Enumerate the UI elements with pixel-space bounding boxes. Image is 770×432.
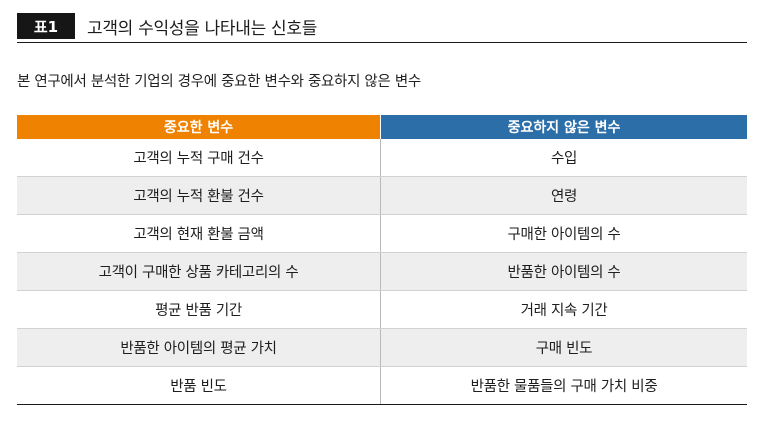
important-variable-cell: 고객이 구매한 상품 카테고리의 수: [17, 252, 381, 291]
variables-table: 중요한 변수 중요하지 않은 변수 고객의 누적 구매 건수 수입 고객의 누적…: [17, 115, 747, 405]
table-row: 평균 반품 기간 거래 지속 기간: [17, 290, 747, 329]
unimportant-variable-cell: 연령: [380, 176, 747, 215]
table-title: 고객의 수익성을 나타내는 신호들: [87, 18, 318, 39]
column-header-important: 중요한 변수: [17, 115, 381, 139]
table-row: 고객의 누적 환불 건수 연령: [17, 176, 747, 215]
table-row: 고객의 누적 구매 건수 수입: [17, 139, 747, 177]
table-number-badge: 표1: [17, 13, 75, 39]
unimportant-variable-cell: 수입: [380, 139, 747, 177]
table-row: 고객이 구매한 상품 카테고리의 수 반품한 아이템의 수: [17, 252, 747, 291]
table-row: 반품 빈도 반품한 물품들의 구매 가치 비중: [17, 366, 747, 405]
unimportant-variable-cell: 거래 지속 기간: [380, 290, 747, 329]
table-row: 반품한 아이템의 평균 가치 구매 빈도: [17, 328, 747, 367]
unimportant-variable-cell: 구매 빈도: [380, 328, 747, 367]
column-header-unimportant: 중요하지 않은 변수: [380, 115, 747, 139]
important-variable-cell: 반품한 아이템의 평균 가치: [17, 328, 381, 367]
unimportant-variable-cell: 구매한 아이템의 수: [380, 214, 747, 253]
important-variable-cell: 고객의 누적 구매 건수: [17, 139, 381, 177]
table-header-row: 중요한 변수 중요하지 않은 변수: [17, 115, 747, 139]
important-variable-cell: 반품 빈도: [17, 366, 381, 405]
unimportant-variable-cell: 반품한 물품들의 구매 가치 비중: [380, 366, 747, 405]
important-variable-cell: 고객의 현재 환불 금액: [17, 214, 381, 253]
table-row: 고객의 현재 환불 금액 구매한 아이템의 수: [17, 214, 747, 253]
important-variable-cell: 고객의 누적 환불 건수: [17, 176, 381, 215]
important-variable-cell: 평균 반품 기간: [17, 290, 381, 329]
table-title-bar: 표1 고객의 수익성을 나타내는 신호들: [17, 12, 747, 43]
unimportant-variable-cell: 반품한 아이템의 수: [380, 252, 747, 291]
table-subtitle: 본 연구에서 분석한 기업의 경우에 중요한 변수와 중요하지 않은 변수: [17, 74, 421, 90]
